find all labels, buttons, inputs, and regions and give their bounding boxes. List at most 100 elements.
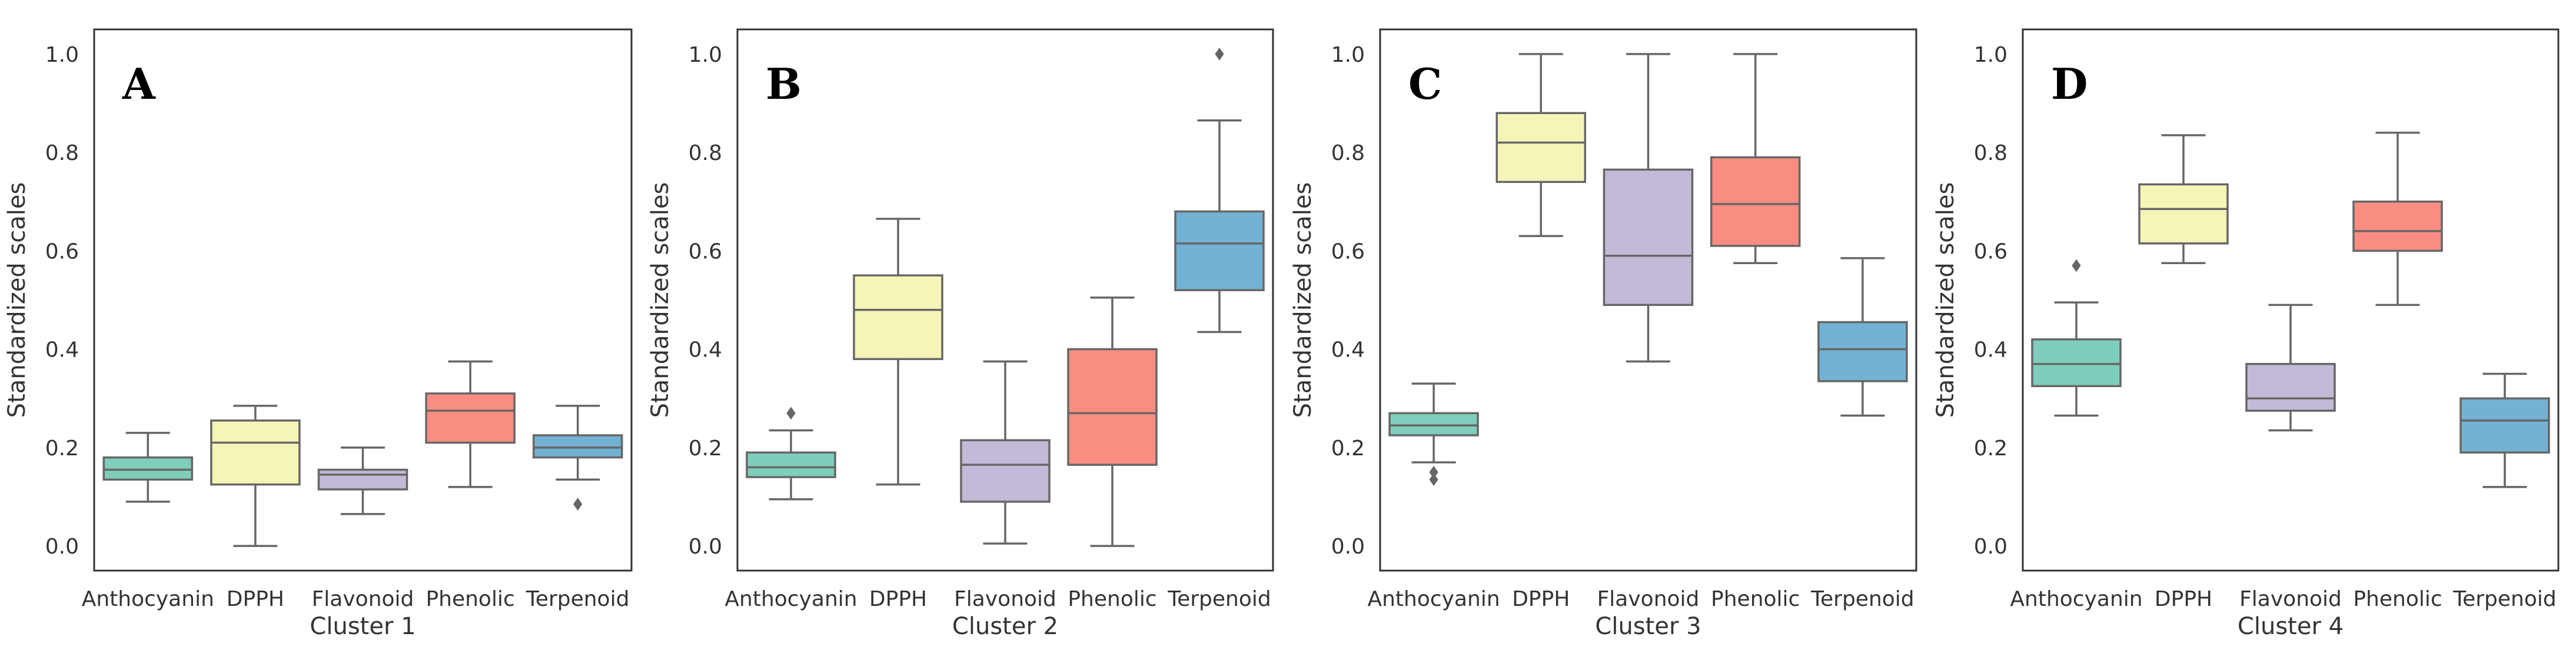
box-dpph (853, 218, 943, 486)
box-anthocyanin (746, 406, 836, 501)
iqr-box (1817, 321, 1908, 382)
x-tick-label: Phenolic (426, 587, 514, 611)
plot-frame (736, 28, 1274, 572)
x-tick-label: Anthocyanin (2010, 587, 2142, 611)
y-tick-label: 0.6 (689, 239, 722, 264)
y-tick-label: 0.8 (1974, 141, 2007, 165)
y-tick-label: 1.0 (45, 43, 79, 67)
y-tick-label: 0.8 (1331, 141, 1365, 165)
box-terpenoid (532, 405, 623, 511)
y-tick-label: 0.0 (689, 535, 722, 559)
iqr-box (1495, 112, 1587, 184)
box-anthocyanin (2031, 259, 2122, 417)
iqr-box (853, 274, 943, 361)
box-flavonoid (1603, 53, 1694, 363)
box-dpph (1495, 53, 1587, 238)
box-anthocyanin (102, 432, 194, 503)
box-terpenoid (2459, 372, 2550, 488)
box-dpph (2138, 134, 2229, 265)
x-tick-label: Flavonoid (954, 587, 1056, 611)
panel-a: 0.0 0.2 0.4 0.6 0.8 1.0 Standardized scales A An… (4, 28, 633, 640)
y-tick-label: 0.4 (1974, 338, 2007, 362)
x-tick-label: Terpenoid (2452, 587, 2557, 611)
x-axis-label: Cluster 3 (1595, 613, 1701, 640)
iqr-box (2459, 397, 2550, 454)
x-axis-label: Cluster 2 (952, 613, 1058, 640)
box-flavonoid (960, 360, 1051, 545)
panel-c: 0.0 0.2 0.4 0.6 0.8 1.0 Standardized scales C An… (1289, 28, 1917, 640)
x-axis-label: Cluster 4 (2238, 613, 2344, 640)
panel-d: 0.0 0.2 0.4 0.6 0.8 1.0 Standardized scales D An… (1932, 28, 2560, 640)
x-tick-label: DPPH (2155, 587, 2212, 611)
x-axis-label: Cluster 1 (310, 613, 416, 640)
y-tick-label: 0.2 (1331, 436, 1365, 461)
box-anthocyanin (1388, 382, 1479, 486)
outlier-point (1429, 473, 1438, 486)
outlier-point (573, 498, 583, 511)
y-axis-label: Standardized scales (1289, 182, 1317, 418)
x-tick-label: Anthocyanin (724, 587, 857, 611)
box-phenolic (1067, 296, 1158, 547)
y-axis-label: Standardized scales (4, 182, 31, 418)
y-tick-label: 0.2 (689, 436, 722, 461)
x-tick-label: Flavonoid (1597, 587, 1700, 611)
y-tick-label: 0.2 (1974, 436, 2007, 461)
y-tick-label: 0.6 (45, 239, 79, 264)
panel-letter: D (2051, 59, 2088, 109)
y-tick-label: 0.8 (689, 141, 722, 165)
y-tick-label: 0.4 (45, 338, 79, 362)
outlier-point (786, 406, 796, 420)
y-tick-label: 1.0 (1331, 43, 1365, 67)
y-tick-label: 0.0 (45, 535, 79, 559)
plot-frame (93, 28, 633, 572)
box-phenolic (1710, 53, 1801, 265)
x-tick-label: Anthocyanin (1367, 587, 1500, 611)
box-flavonoid (317, 446, 408, 515)
x-tick-label: DPPH (869, 587, 927, 611)
y-tick-label: 0.6 (1974, 239, 2007, 264)
x-tick-label: Flavonoid (2239, 587, 2342, 611)
y-tick-label: 0.4 (689, 338, 722, 362)
box-terpenoid (1174, 47, 1265, 334)
plot-frame (2022, 28, 2560, 572)
y-tick-label: 0.0 (1974, 535, 2007, 559)
panel-letter: B (766, 59, 802, 109)
iqr-box (210, 419, 301, 486)
box-flavonoid (2245, 304, 2336, 432)
iqr-box (960, 439, 1051, 503)
x-tick-label: DPPH (227, 587, 284, 611)
x-tick-label: Flavonoid (312, 587, 414, 611)
x-tick-label: DPPH (1512, 587, 1570, 611)
x-tick-label: Phenolic (1711, 587, 1800, 611)
outlier-point (1215, 47, 1224, 61)
box-phenolic (2352, 131, 2443, 306)
iqr-box (317, 468, 408, 491)
x-tick-label: Phenolic (1068, 587, 1156, 611)
box-terpenoid (1817, 257, 1908, 417)
y-axis-label: Standardized scales (647, 182, 674, 418)
y-axis-label: Standardized scales (1932, 182, 1959, 418)
outlier-point (2072, 259, 2081, 272)
iqr-box (2352, 200, 2443, 252)
panel-letter: C (1408, 59, 1442, 109)
x-tick-label: Terpenoid (526, 587, 630, 611)
iqr-box (2245, 362, 2336, 412)
y-tick-label: 0.8 (45, 141, 79, 165)
y-tick-label: 0.4 (1331, 338, 1365, 362)
box-dpph (210, 405, 301, 547)
iqr-box (746, 451, 836, 478)
iqr-box (532, 434, 623, 459)
x-tick-label: Terpenoid (1167, 587, 1271, 611)
panel-letter: A (122, 59, 156, 109)
iqr-box (1174, 210, 1265, 292)
plot-frame (1379, 28, 1917, 572)
x-tick-label: Anthocyanin (82, 587, 214, 611)
panel-b: 0.0 0.2 0.4 0.6 0.8 1.0 Standardized scales B An… (647, 28, 1274, 640)
iqr-box (1067, 348, 1158, 466)
iqr-box (1603, 168, 1694, 306)
iqr-box (102, 456, 194, 481)
y-tick-label: 1.0 (689, 43, 722, 67)
iqr-box (1710, 156, 1801, 247)
y-tick-label: 0.0 (1331, 535, 1365, 559)
